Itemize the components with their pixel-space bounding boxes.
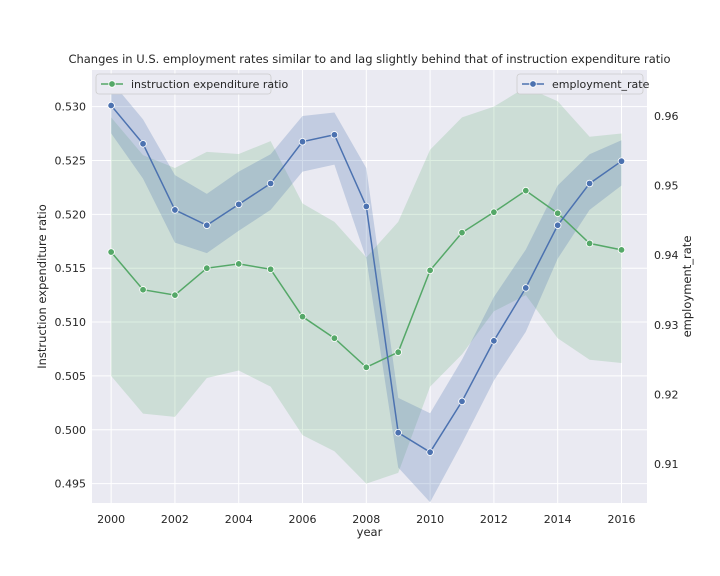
employment-rate-point — [394, 428, 402, 437]
left-y-tick-label: 0.520 — [55, 208, 87, 221]
left-y-axis-ticks: 0.495 0.500 0.505 0.510 0.515 0.520 0.525 0.530 — [55, 101, 87, 491]
confidence-bands — [111, 81, 622, 503]
x-tick-label: 2010 — [416, 513, 444, 526]
employment-rate-point — [171, 206, 179, 214]
instruction-ratio-point — [522, 186, 530, 195]
instruction-ratio-point — [490, 208, 498, 216]
x-tick-label: 2000 — [97, 513, 125, 526]
right-y-tick-label: 0.96 — [654, 110, 679, 123]
instruction-ratio-point — [139, 286, 147, 294]
gridlines — [92, 70, 647, 503]
employment-rate-point — [458, 397, 466, 406]
employment-rate-confidence-band — [111, 81, 622, 503]
right-y-axis-label: employment_rate — [680, 236, 694, 338]
left-y-tick-label: 0.500 — [55, 424, 87, 437]
legend-left-box — [95, 73, 272, 95]
right-y-axis-ticks: 0.91 0.92 0.93 0.94 0.95 0.96 — [654, 110, 679, 471]
instruction-ratio-point — [394, 348, 402, 356]
left-y-tick-label: 0.510 — [55, 316, 87, 329]
left-y-tick-label: 0.495 — [55, 478, 87, 491]
legend-right-label: employment_rate — [552, 78, 650, 91]
left-y-axis-label: Instruction expenditure ratio — [35, 204, 49, 369]
instruction-ratio-point — [298, 312, 307, 321]
x-tick-label: 2014 — [544, 513, 572, 526]
instruction-ratio-point — [458, 228, 466, 237]
left-y-tick-label: 0.515 — [55, 262, 87, 275]
instruction-ratio-point — [362, 363, 371, 371]
employment-rate-point — [522, 284, 530, 292]
employment-rate-point — [585, 179, 594, 188]
x-tick-label: 2004 — [225, 513, 253, 526]
employment-rate-point — [330, 131, 339, 139]
instruction-ratio-point — [330, 334, 339, 342]
left-y-tick-label: 0.505 — [55, 370, 87, 383]
employment-rate-point — [362, 202, 371, 211]
employment-rate-point — [203, 221, 211, 229]
x-axis-label: year — [357, 525, 383, 539]
legend-right: employment_rate — [516, 73, 650, 95]
legend-left-label: instruction expenditure ratio — [131, 78, 288, 91]
instruction-ratio-point — [585, 239, 594, 248]
right-y-tick-label: 0.91 — [654, 458, 679, 471]
legend-right-marker-swatch — [529, 80, 537, 88]
left-y-tick-label: 0.525 — [55, 154, 87, 167]
legend-left: instruction expenditure ratio — [95, 73, 288, 95]
employment-rate-point — [235, 200, 243, 209]
right-y-tick-label: 0.93 — [654, 319, 679, 332]
instruction-ratio-point — [203, 264, 211, 272]
instruction-ratio-point — [266, 265, 275, 273]
employment-rate-point — [107, 101, 115, 110]
instruction-ratio-point — [107, 248, 115, 256]
x-tick-label: 2008 — [352, 513, 380, 526]
right-y-tick-label: 0.95 — [654, 180, 679, 193]
x-tick-label: 2006 — [289, 513, 317, 526]
x-axis-ticks: 2000 2002 2004 2006 2008 2010 2012 2014 2016 — [97, 513, 635, 526]
instruction-ratio-point — [426, 266, 434, 275]
instruction-ratio-point — [171, 291, 179, 299]
series-points — [107, 101, 626, 456]
chart-title: Changes in U.S. employment rates similar… — [68, 52, 670, 66]
instruction-ratio-confidence-band — [111, 87, 622, 484]
employment-rate-point — [490, 337, 498, 345]
legend-right-box — [516, 73, 644, 95]
employment-rate-point — [617, 157, 626, 165]
instruction-ratio-point — [553, 209, 562, 217]
instruction-ratio-point — [235, 260, 243, 268]
employment-rate-point — [553, 221, 562, 229]
right-y-tick-label: 0.92 — [654, 388, 679, 401]
x-tick-label: 2002 — [161, 513, 189, 526]
right-y-tick-label: 0.94 — [654, 249, 679, 262]
employment-rate-point — [426, 448, 434, 456]
left-y-tick-label: 0.530 — [55, 101, 87, 114]
x-tick-label: 2012 — [480, 513, 508, 526]
instruction-ratio-point — [617, 246, 626, 254]
employment-rate-point — [266, 179, 275, 188]
legend-left-marker-swatch — [108, 80, 116, 88]
employment-rate-point — [139, 140, 147, 148]
employment-rate-point — [298, 138, 307, 146]
x-tick-label: 2016 — [607, 513, 635, 526]
